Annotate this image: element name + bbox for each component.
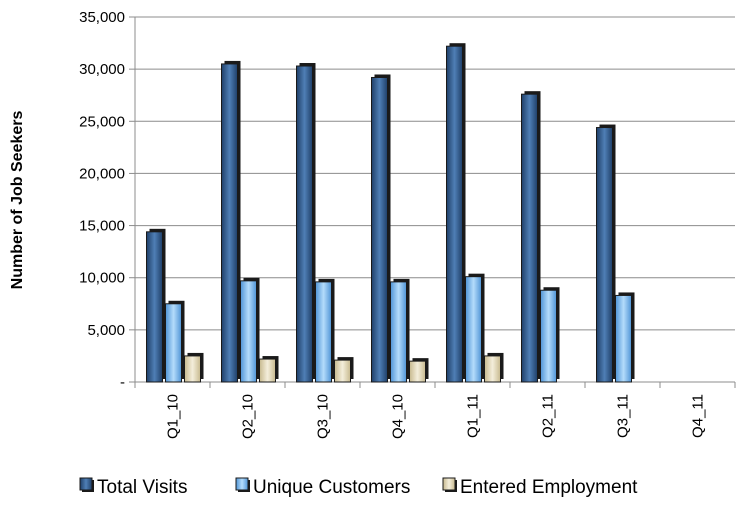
legend-swatch	[235, 477, 249, 491]
bar	[371, 76, 388, 383]
bar	[315, 281, 332, 383]
y-tick-label: 15,000	[79, 218, 125, 235]
bar	[184, 355, 201, 383]
y-tick-label: 20,000	[79, 165, 125, 182]
x-tick-label: Q2_10	[240, 394, 257, 439]
bar	[334, 359, 351, 383]
y-tick-label: 35,000	[79, 9, 125, 26]
y-tick-labels: - 5,000 10,000 15,000 20,000 25,000 30,000 35,0…	[79, 9, 125, 391]
y-tick-label: 25,000	[79, 113, 125, 130]
x-tick-label: Q1_11	[465, 394, 482, 438]
bar	[296, 65, 313, 383]
legend-label: Unique Customers	[253, 477, 410, 498]
bar	[521, 93, 538, 383]
bar	[240, 280, 257, 383]
x-tick-labels: Q1_10 Q2_10 Q3_10 Q4_10 Q1_11 Q2_11 Q3_11 Q4_11	[165, 394, 707, 439]
legend-label: Entered Employment	[460, 477, 638, 498]
legend-swatch	[442, 477, 456, 491]
y-tick-label: -	[120, 374, 125, 391]
legend: Total Visits Unique Customers Entered Empl…	[79, 477, 638, 498]
x-tick-label: Q3_11	[615, 394, 632, 438]
bar	[596, 127, 613, 383]
x-tick-label: Q2_11	[540, 394, 557, 438]
bar	[390, 281, 407, 383]
bar	[540, 289, 557, 383]
y-tick-label: 10,000	[79, 270, 125, 287]
x-tick-label: Q1_10	[165, 394, 182, 439]
y-axis-label: Number of Job Seekers	[9, 111, 26, 290]
y-tick-label: 30,000	[79, 61, 125, 78]
legend-swatch	[79, 477, 93, 491]
bars	[146, 43, 635, 383]
bar	[409, 360, 426, 383]
bar	[165, 303, 182, 383]
x-tick-label: Q3_10	[315, 394, 332, 439]
bar	[615, 294, 632, 383]
y-tick-label: 5,000	[87, 322, 125, 339]
bar	[446, 45, 463, 383]
legend-label: Total Visits	[97, 477, 187, 498]
x-tick-label: Q4_10	[390, 394, 407, 439]
bar	[221, 63, 238, 383]
bar	[465, 276, 482, 383]
bar	[259, 358, 276, 383]
x-tick-label: Q4_11	[690, 394, 707, 438]
bar	[146, 231, 163, 383]
gridlines	[129, 16, 735, 383]
bar	[484, 355, 501, 383]
